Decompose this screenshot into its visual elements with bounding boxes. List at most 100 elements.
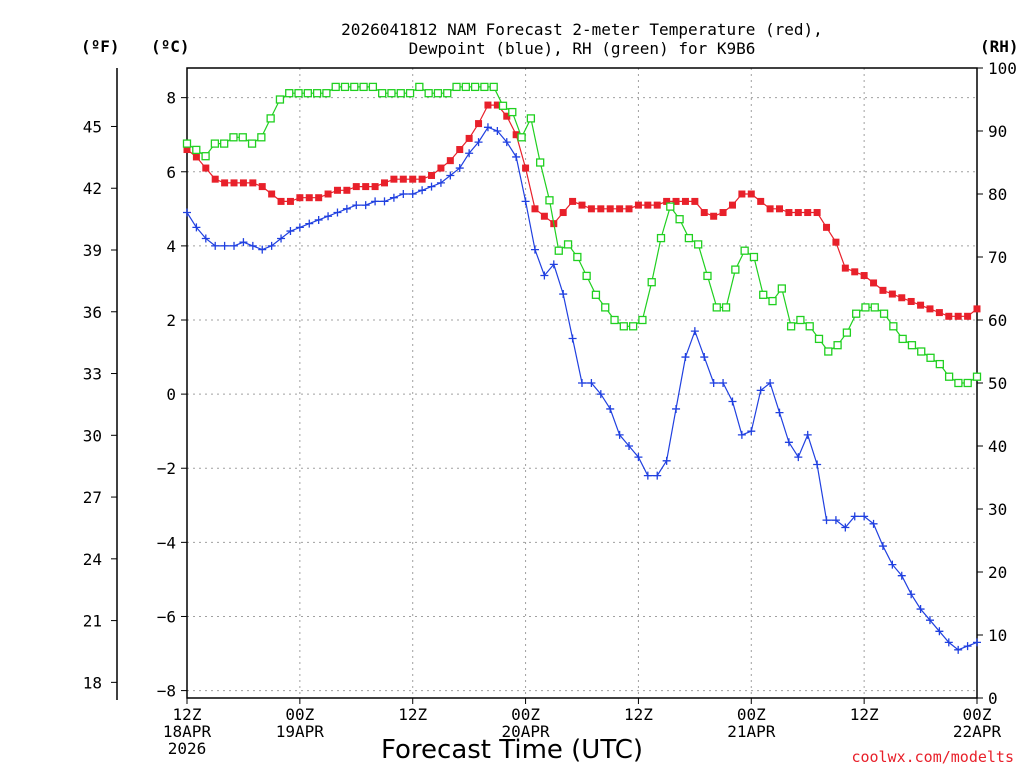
rh-point <box>777 284 786 293</box>
rh-point <box>266 114 275 123</box>
temperature-point <box>700 209 708 217</box>
dewpoint-point <box>559 290 568 299</box>
rh-point <box>415 82 424 92</box>
temperature-point <box>286 197 294 205</box>
fahrenheit-tick-label: 21 <box>83 612 102 631</box>
x-tick-label: 19APR <box>276 722 325 741</box>
rh-point <box>387 89 396 98</box>
fahrenheit-tick-label: 30 <box>83 426 102 445</box>
temperature-line <box>186 104 978 317</box>
temperature-point <box>428 171 436 179</box>
fahrenheit-tick-label: 24 <box>83 550 102 569</box>
rh-point <box>275 95 285 104</box>
dewpoint-point <box>230 241 239 250</box>
dewpoint-point <box>643 471 652 480</box>
rh-point <box>433 89 443 98</box>
rh-point <box>285 89 294 98</box>
dewpoint-point <box>521 197 530 206</box>
fahrenheit-tick-label: 45 <box>83 117 102 136</box>
x-tick-label: 2026 <box>168 739 207 758</box>
dewpoint-point <box>371 197 380 206</box>
dewpoint-point <box>436 178 445 187</box>
x-tick-label: 21APR <box>727 722 776 741</box>
dewpoint-point <box>925 616 934 625</box>
dewpoint-point <box>399 190 408 198</box>
temperature-point <box>973 305 981 313</box>
rh-point <box>628 322 638 331</box>
dewpoint-point <box>954 645 963 654</box>
rh-point <box>238 133 247 142</box>
rh-tick-label: 60 <box>988 311 1007 330</box>
rh-point <box>322 89 331 98</box>
dewpoint-point <box>549 260 558 269</box>
temperature-point <box>475 120 483 128</box>
temperature-point <box>794 209 802 217</box>
rh-point <box>944 372 954 381</box>
temperature-point <box>522 164 530 172</box>
x-tick-label: 12Z <box>398 705 427 724</box>
celsius-tick-label: 6 <box>166 163 176 182</box>
dewpoint-point <box>935 627 944 636</box>
celsius-tick-label: 2 <box>166 311 176 330</box>
temperature-point <box>898 294 906 302</box>
dewpoint-point <box>465 149 474 158</box>
temperature-point <box>587 205 595 213</box>
dewpoint-point <box>681 353 690 362</box>
rh-point <box>536 158 545 167</box>
dewpoint-point <box>305 219 314 228</box>
temperature-point <box>832 238 840 246</box>
rh-point <box>833 341 842 350</box>
temperature-point <box>785 209 793 217</box>
temperature-point <box>597 205 605 213</box>
dewpoint-point <box>784 438 793 447</box>
dewpoint-point <box>427 182 436 191</box>
dewpoint-point <box>916 605 925 614</box>
rh-point <box>684 233 694 243</box>
rh-point <box>889 322 898 331</box>
dewpoint-point <box>361 201 370 210</box>
temperature-point <box>823 223 831 231</box>
rh-tick-label: 90 <box>988 122 1007 141</box>
dewpoint-point <box>803 430 812 439</box>
temperature-point <box>277 197 285 205</box>
dewpoint-point <box>615 430 624 439</box>
fahrenheit-tick-label: 36 <box>83 303 102 322</box>
temperature-point <box>663 197 671 205</box>
dewpoint-point <box>737 430 746 439</box>
rh-point <box>350 82 359 92</box>
temperature-point <box>446 157 454 165</box>
dewpoint-point <box>756 386 765 395</box>
rh-point <box>601 303 610 312</box>
x-tick-label: 12Z <box>850 705 879 724</box>
dewpoint-point <box>869 519 878 528</box>
dewpoint-point <box>183 208 191 217</box>
rh-point <box>972 372 982 381</box>
rh-point <box>796 315 805 325</box>
dewpoint-point <box>389 193 398 202</box>
x-tick-label: 00Z <box>511 705 540 724</box>
dewpoint-point <box>239 238 248 247</box>
temperature-point <box>239 179 247 187</box>
dewpoint-point <box>530 245 539 254</box>
x-axis-title: Forecast Time (UTC) <box>381 735 643 765</box>
dewpoint-point <box>709 379 718 387</box>
rh-point <box>963 378 972 388</box>
dewpoint-point <box>700 353 709 362</box>
dewpoint-point <box>220 241 229 250</box>
x-tick-label: 00Z <box>963 705 992 724</box>
rh-point <box>210 139 220 148</box>
rh-point <box>517 133 526 142</box>
rh-point <box>489 82 498 92</box>
fahrenheit-tick-label: 18 <box>83 673 102 692</box>
rh-point <box>666 202 675 211</box>
x-tick-label: 00Z <box>285 705 314 724</box>
temperature-point <box>268 190 276 198</box>
rh-point <box>656 233 666 243</box>
temperature-point <box>249 179 257 187</box>
rh-point <box>935 359 944 369</box>
temperature-point <box>747 190 755 198</box>
dewpoint-point <box>446 171 455 180</box>
temperature-point <box>569 197 577 205</box>
celsius-tick-label: −2 <box>157 459 176 478</box>
rh-point <box>926 353 935 362</box>
